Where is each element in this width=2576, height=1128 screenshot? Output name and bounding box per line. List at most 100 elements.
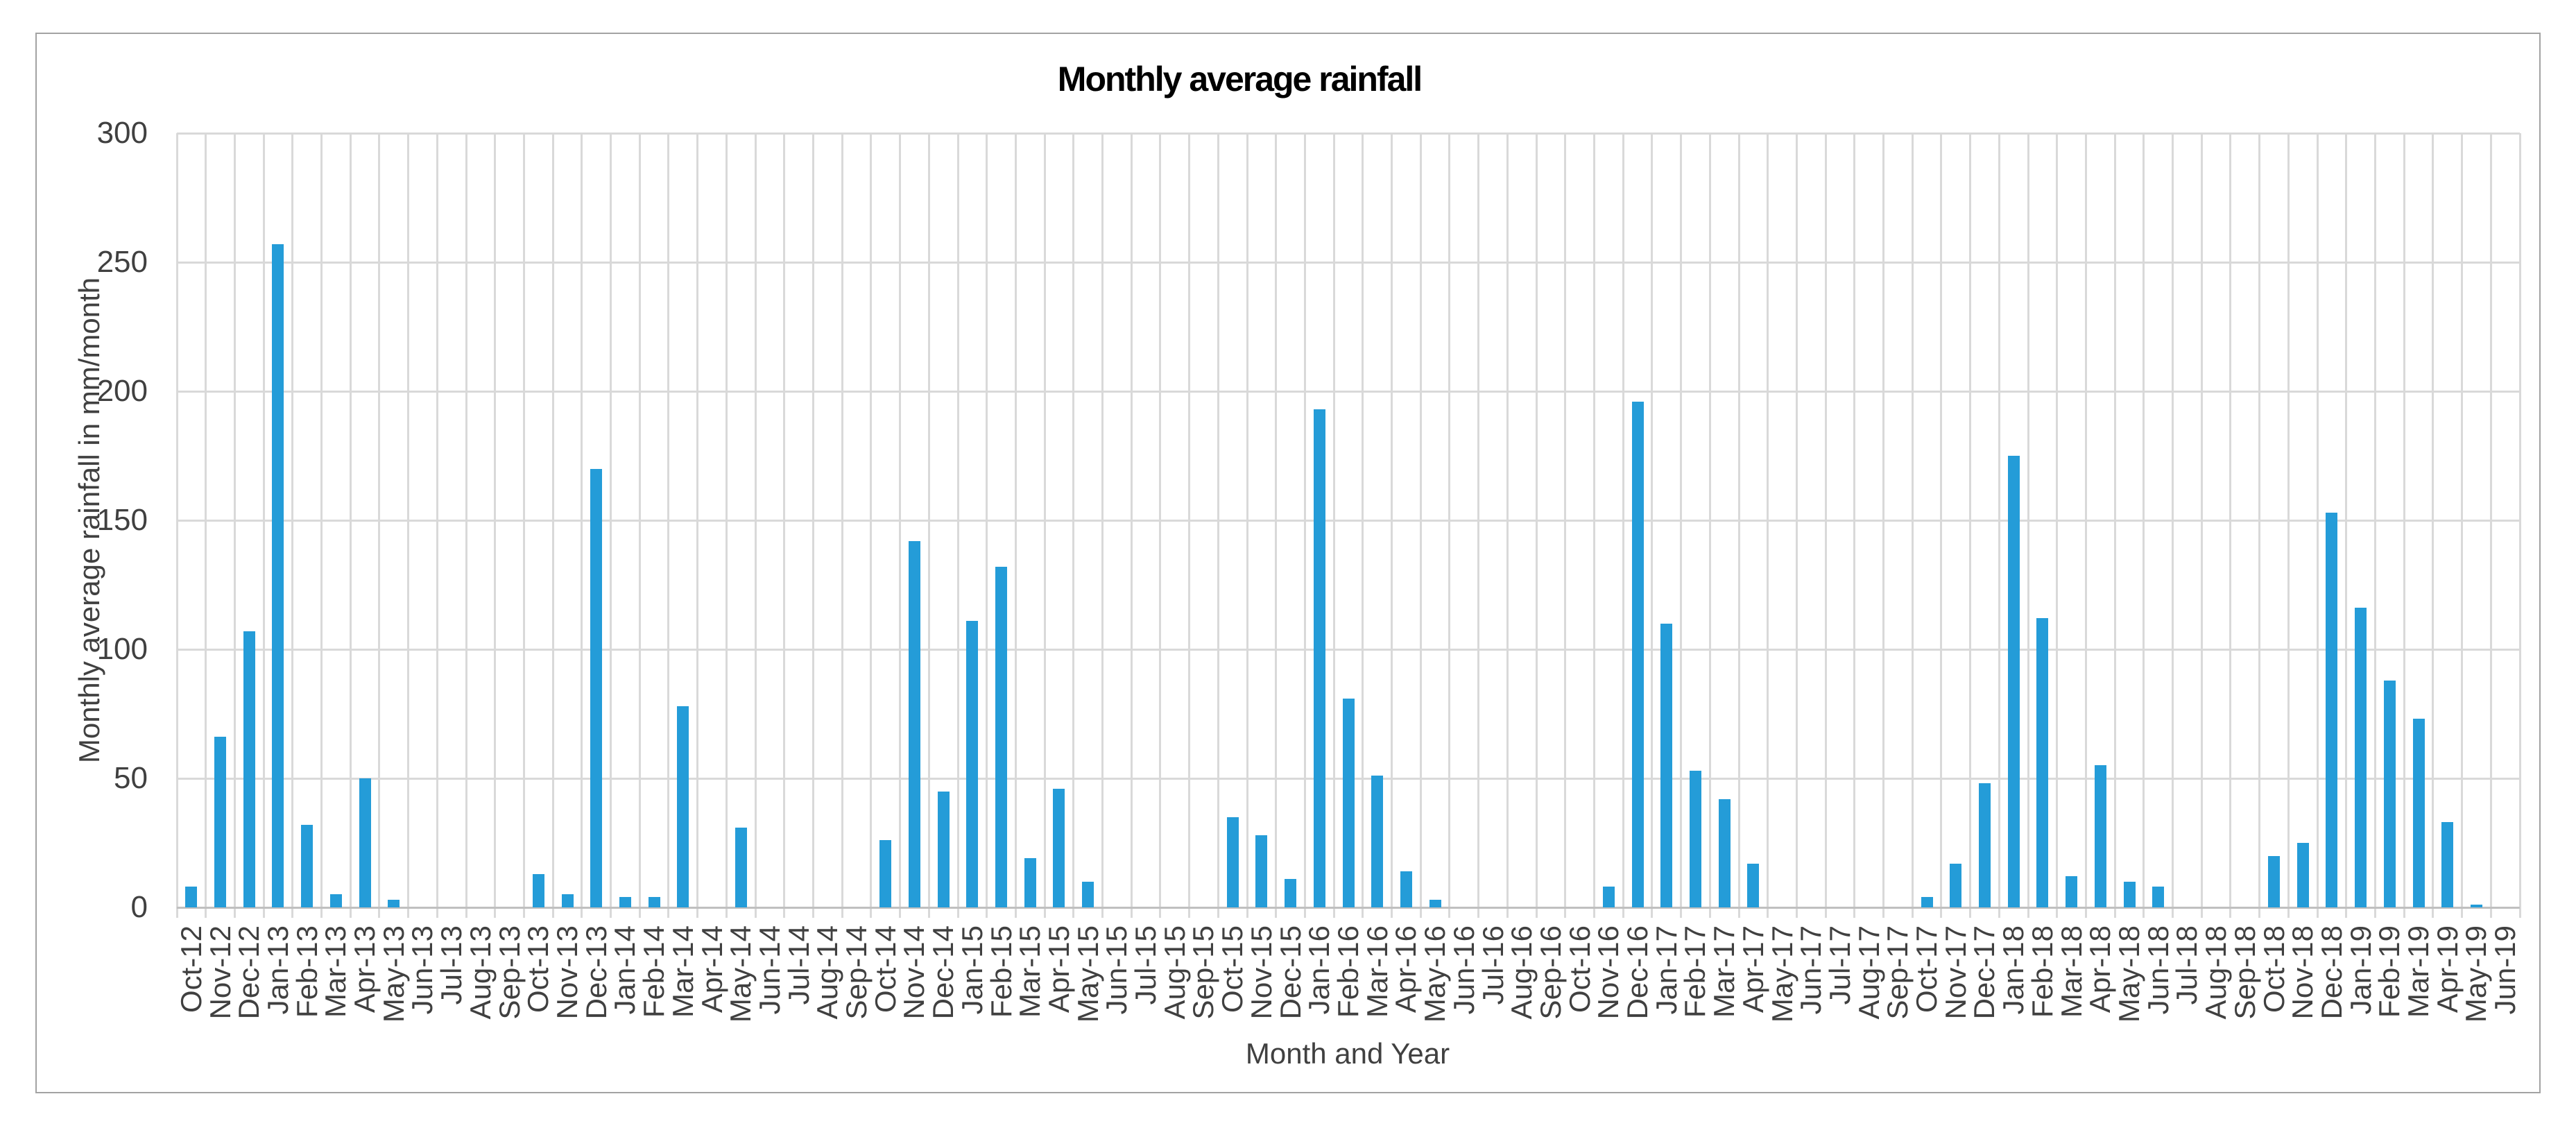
- x-tick-label: Jan-13: [261, 925, 294, 1015]
- vertical-gridline: [1159, 133, 1162, 918]
- vertical-gridline: [1014, 133, 1017, 918]
- bar: [879, 840, 892, 907]
- bar: [1602, 887, 1615, 907]
- x-tick-label: Sep-15: [1187, 925, 1220, 1020]
- x-tick-label: Jul-18: [2170, 925, 2204, 1005]
- bar: [301, 824, 314, 907]
- x-tick-label: May-14: [724, 925, 757, 1023]
- vertical-gridline: [2027, 133, 2029, 918]
- x-tick-label: May-18: [2113, 925, 2145, 1023]
- x-tick-label: Oct-12: [174, 925, 207, 1014]
- vertical-gridline: [2403, 133, 2405, 918]
- vertical-gridline: [1680, 133, 1683, 918]
- bar: [1053, 788, 1065, 907]
- vertical-gridline: [2258, 133, 2261, 918]
- x-tick-label: Nov-16: [1592, 925, 1625, 1020]
- bar: [1371, 776, 1384, 907]
- x-tick-label: Mar-15: [1013, 925, 1047, 1018]
- bar: [2094, 765, 2106, 907]
- x-tick-label: Feb-14: [637, 925, 671, 1018]
- vertical-gridline: [1622, 133, 1624, 918]
- bar: [677, 706, 689, 907]
- vertical-gridline: [1737, 133, 1740, 918]
- vertical-gridline: [754, 133, 757, 918]
- vertical-gridline: [1391, 133, 1393, 918]
- bar: [1718, 798, 1731, 907]
- x-tick-label: Jul-13: [435, 925, 468, 1005]
- bar: [735, 827, 747, 907]
- bar: [2326, 512, 2338, 907]
- vertical-gridline: [175, 133, 178, 918]
- vertical-gridline: [262, 133, 265, 918]
- vertical-gridline: [783, 133, 786, 918]
- x-tick-label: May-17: [1765, 925, 1798, 1023]
- bar: [1024, 858, 1036, 907]
- x-tick-label: Nov-13: [551, 925, 583, 1020]
- y-tick-label: 250: [96, 245, 148, 279]
- vertical-gridline: [378, 133, 381, 918]
- vertical-gridline: [927, 133, 930, 918]
- x-tick-label: Apr-19: [2430, 925, 2464, 1014]
- vertical-gridline: [2287, 133, 2290, 918]
- bar: [185, 887, 198, 907]
- bar: [214, 737, 227, 907]
- y-tick-label: 50: [114, 761, 148, 795]
- vertical-gridline: [2056, 133, 2059, 918]
- vertical-gridline: [2518, 133, 2521, 918]
- bar: [2036, 618, 2049, 907]
- x-tick-label: Oct-17: [1910, 925, 1943, 1014]
- x-tick-label: Aug-16: [1505, 925, 1538, 1020]
- vertical-gridline: [2489, 133, 2492, 918]
- x-tick-label: Aug-18: [2199, 925, 2233, 1020]
- vertical-gridline: [1332, 133, 1335, 918]
- x-tick-label: Oct-14: [868, 925, 902, 1014]
- vertical-gridline: [1911, 133, 1914, 918]
- y-tick-label: 300: [96, 116, 148, 150]
- bar: [648, 897, 660, 907]
- bar: [2441, 822, 2454, 907]
- vertical-gridline: [1767, 133, 1769, 918]
- vertical-gridline: [1101, 133, 1104, 918]
- x-tick-label: Aug-17: [1852, 925, 1885, 1020]
- x-tick-label: Nov-12: [203, 925, 237, 1020]
- vertical-gridline: [1217, 133, 1219, 918]
- x-tick-label: Mar-18: [2054, 925, 2088, 1018]
- vertical-gridline: [581, 133, 583, 918]
- x-tick-label: Dec-15: [1273, 925, 1307, 1020]
- bar: [1429, 899, 1441, 907]
- vertical-gridline: [1795, 133, 1798, 918]
- bar: [1400, 871, 1412, 907]
- horizontal-gridline: [177, 390, 2520, 393]
- x-tick-label: Sep-18: [2228, 925, 2261, 1020]
- x-tick-label: May-13: [377, 925, 410, 1023]
- bar: [243, 631, 255, 907]
- plot-area: 0 50 100 150 200 250 300 Oct-12 Nov-12 Dec-12 Jan-…: [37, 34, 2539, 1092]
- x-tick-label: Mar-19: [2402, 925, 2435, 1018]
- vertical-gridline: [2229, 133, 2232, 918]
- x-tick-label: Apr-16: [1389, 925, 1423, 1014]
- x-tick-label: Apr-13: [348, 925, 381, 1014]
- bar: [1082, 881, 1094, 907]
- vertical-gridline: [1940, 133, 1943, 918]
- x-tick-label: Oct-13: [522, 925, 555, 1014]
- vertical-gridline: [2113, 133, 2116, 918]
- x-tick-label: Aug-13: [463, 925, 497, 1020]
- x-axis-title: Month and Year: [1245, 1037, 1450, 1070]
- x-tick-label: Feb-17: [1678, 925, 1712, 1018]
- bar: [1313, 409, 1325, 907]
- x-tick-label: Jan-19: [2344, 925, 2377, 1015]
- bar: [1226, 817, 1239, 907]
- bar: [2412, 719, 2425, 907]
- vertical-gridline: [1419, 133, 1422, 918]
- horizontal-gridline: [177, 648, 2520, 651]
- x-tick-label: Mar-13: [319, 925, 352, 1018]
- bar: [966, 621, 979, 907]
- x-tick-label: Feb-19: [2373, 925, 2406, 1018]
- vertical-gridline: [1246, 133, 1248, 918]
- vertical-gridline: [2316, 133, 2319, 918]
- y-tick-label: 100: [96, 632, 148, 666]
- vertical-gridline: [696, 133, 699, 918]
- bar: [2355, 608, 2367, 907]
- vertical-gridline: [320, 133, 323, 918]
- vertical-gridline: [1651, 133, 1654, 918]
